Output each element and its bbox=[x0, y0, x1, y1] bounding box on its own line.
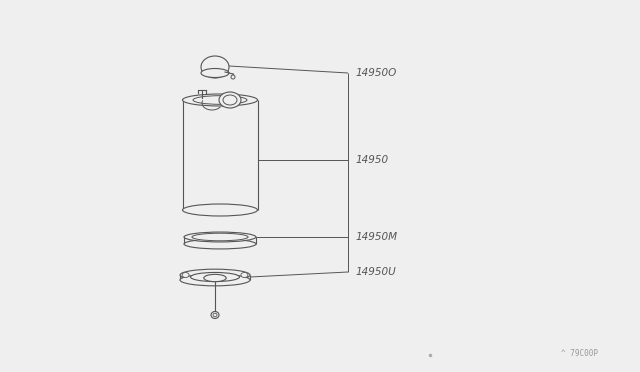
Ellipse shape bbox=[204, 275, 226, 282]
Ellipse shape bbox=[193, 96, 247, 104]
Text: 14950M: 14950M bbox=[355, 232, 397, 242]
Ellipse shape bbox=[213, 313, 217, 317]
Ellipse shape bbox=[201, 56, 229, 78]
Ellipse shape bbox=[201, 68, 229, 77]
Ellipse shape bbox=[180, 274, 250, 286]
Ellipse shape bbox=[182, 94, 257, 106]
Ellipse shape bbox=[191, 272, 239, 282]
Ellipse shape bbox=[180, 269, 250, 281]
Ellipse shape bbox=[219, 92, 241, 108]
Ellipse shape bbox=[241, 273, 248, 278]
Ellipse shape bbox=[184, 239, 256, 249]
Text: 14950O: 14950O bbox=[355, 68, 396, 78]
Ellipse shape bbox=[231, 75, 235, 79]
Ellipse shape bbox=[184, 232, 256, 242]
Ellipse shape bbox=[182, 273, 189, 278]
Text: 14950U: 14950U bbox=[355, 267, 396, 277]
Text: 14950: 14950 bbox=[355, 155, 388, 165]
Ellipse shape bbox=[211, 311, 219, 318]
Text: ^ 79C00P: ^ 79C00P bbox=[561, 349, 598, 358]
Ellipse shape bbox=[192, 233, 248, 241]
Ellipse shape bbox=[182, 204, 257, 216]
Ellipse shape bbox=[223, 95, 237, 105]
